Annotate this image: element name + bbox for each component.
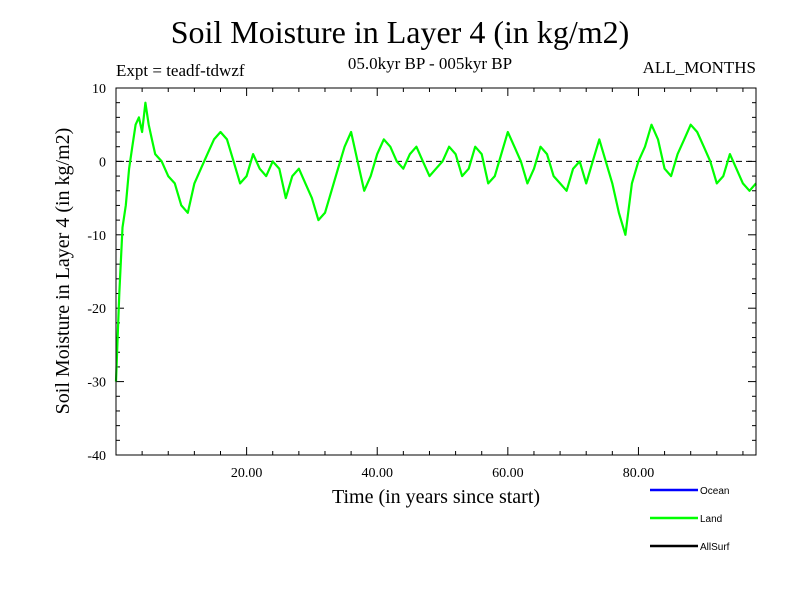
y-tick-label: -40 xyxy=(87,449,106,464)
x-tick-label: 60.00 xyxy=(492,466,524,481)
legend-allsurf-label: AllSurf xyxy=(700,542,730,553)
y-axis-title: Soil Moisture in Layer 4 (in kg/m2) xyxy=(52,128,74,415)
legend-land-label: Land xyxy=(700,514,722,525)
chart-subtitle: 05.0kyr BP - 005kyr BP xyxy=(347,54,513,73)
y-tick-label: 0 xyxy=(99,155,106,170)
series-land-line xyxy=(114,101,757,382)
chart-title: Soil Moisture in Layer 4 (in kg/m2) xyxy=(170,14,630,50)
period-label: ALL_MONTHS xyxy=(642,58,756,77)
y-tick-labels: -40 -30 -20 -10 0 10 xyxy=(87,82,106,464)
x-axis-title: Time (in years since start) xyxy=(332,486,540,508)
experiment-label: Expt = teadf-tdwzf xyxy=(116,61,245,80)
y-tick-label: -10 xyxy=(87,229,106,244)
x-tick-label: 20.00 xyxy=(231,466,263,481)
x-tick-labels: 20.00 40.00 60.00 80.00 xyxy=(231,466,654,481)
y-tick-label: -30 xyxy=(87,376,106,391)
legend-ocean-label: Ocean xyxy=(700,486,729,497)
y-tick-label: -20 xyxy=(87,302,106,317)
x-tick-label: 80.00 xyxy=(623,466,655,481)
x-tick-label: 40.00 xyxy=(361,466,393,481)
y-tick-label: 10 xyxy=(92,82,106,97)
plot-frame xyxy=(115,87,757,456)
legend: Ocean Land AllSurf xyxy=(650,486,730,553)
